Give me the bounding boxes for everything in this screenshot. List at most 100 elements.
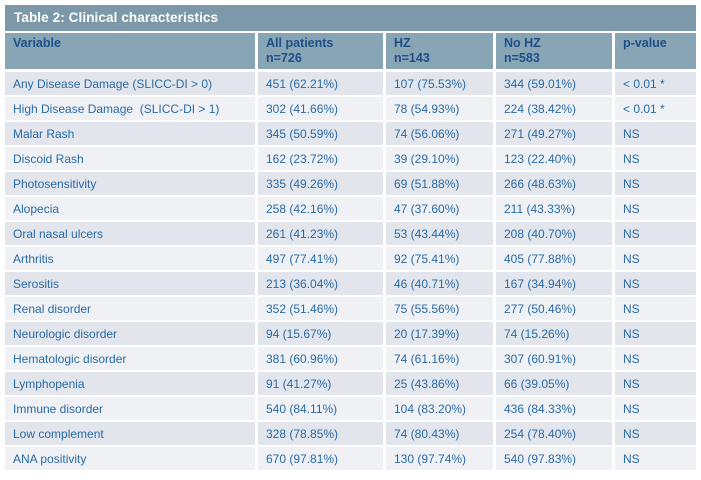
table-body: Any Disease Damage (SLICC-DI > 0) 451 (6… xyxy=(5,72,696,470)
cell-no-hz: 74 (15.26%) xyxy=(496,322,612,345)
cell-variable: High Disease Damage (SLICC-DI > 1) xyxy=(5,97,255,120)
cell-all-patients: 94 (15.67%) xyxy=(258,322,383,345)
cell-all-patients: 670 (97.81%) xyxy=(258,447,383,470)
cell-no-hz: 277 (50.46%) xyxy=(496,297,612,320)
cell-variable: ANA positivity xyxy=(5,447,255,470)
cell-no-hz: 405 (77.88%) xyxy=(496,247,612,270)
column-label: Variable xyxy=(13,36,61,50)
cell-all-patients: 451 (62.21%) xyxy=(258,72,383,95)
cell-variable: Immune disorder xyxy=(5,397,255,420)
table-row: Low complement 328 (78.85%) 74 (80.43%) … xyxy=(5,422,696,445)
cell-hz: 92 (75.41%) xyxy=(386,247,493,270)
column-header-p-value: p-value xyxy=(615,33,696,69)
cell-no-hz: 167 (34.94%) xyxy=(496,272,612,295)
cell-hz: 46 (40.71%) xyxy=(386,272,493,295)
cell-variable: Low complement xyxy=(5,422,255,445)
cell-hz: 74 (80.43%) xyxy=(386,422,493,445)
cell-all-patients: 540 (84.11%) xyxy=(258,397,383,420)
cell-p-value: NS xyxy=(615,172,696,195)
table-row: Renal disorder 352 (51.46%) 75 (55.56%) … xyxy=(5,297,696,320)
table-row: Serositis 213 (36.04%) 46 (40.71%) 167 (… xyxy=(5,272,696,295)
cell-no-hz: 254 (78.40%) xyxy=(496,422,612,445)
cell-p-value: NS xyxy=(615,222,696,245)
table-title: Table 2: Clinical characteristics xyxy=(14,10,219,25)
cell-hz: 25 (43.86%) xyxy=(386,372,493,395)
cell-hz: 53 (43.44%) xyxy=(386,222,493,245)
cell-p-value: < 0.01 * xyxy=(615,97,696,120)
table-row: Neurologic disorder 94 (15.67%) 20 (17.3… xyxy=(5,322,696,345)
column-header-variable: Variable xyxy=(5,33,255,69)
table-row: Lymphopenia 91 (41.27%) 25 (43.86%) 66 (… xyxy=(5,372,696,395)
cell-hz: 74 (61.16%) xyxy=(386,347,493,370)
cell-no-hz: 211 (43.33%) xyxy=(496,197,612,220)
cell-p-value: NS xyxy=(615,347,696,370)
cell-variable: Lymphopenia xyxy=(5,372,255,395)
table-row: Oral nasal ulcers 261 (41.23%) 53 (43.44… xyxy=(5,222,696,245)
cell-variable: Alopecia xyxy=(5,197,255,220)
table-row: Malar Rash 345 (50.59%) 74 (56.06%) 271 … xyxy=(5,122,696,145)
column-header-all-patients: All patients n=726 xyxy=(258,33,383,69)
cell-hz: 75 (55.56%) xyxy=(386,297,493,320)
cell-p-value: NS xyxy=(615,272,696,295)
cell-all-patients: 302 (41.66%) xyxy=(258,97,383,120)
table-row: High Disease Damage (SLICC-DI > 1) 302 (… xyxy=(5,97,696,120)
cell-variable: Neurologic disorder xyxy=(5,322,255,345)
table-row: Alopecia 258 (42.16%) 47 (37.60%) 211 (4… xyxy=(5,197,696,220)
cell-no-hz: 208 (40.70%) xyxy=(496,222,612,245)
cell-hz: 39 (29.10%) xyxy=(386,147,493,170)
cell-all-patients: 328 (78.85%) xyxy=(258,422,383,445)
table-title-bar: Table 2: Clinical characteristics xyxy=(5,5,696,31)
cell-no-hz: 271 (49.27%) xyxy=(496,122,612,145)
table-page: Table 2: Clinical characteristics Variab… xyxy=(5,5,696,470)
table-row: Arthritis 497 (77.41%) 92 (75.41%) 405 (… xyxy=(5,247,696,270)
cell-p-value: NS xyxy=(615,397,696,420)
table-row: Photosensitivity 335 (49.26%) 69 (51.88%… xyxy=(5,172,696,195)
column-header-hz: HZ n=143 xyxy=(386,33,493,69)
column-label: All patients xyxy=(266,36,334,50)
cell-no-hz: 123 (22.40%) xyxy=(496,147,612,170)
cell-p-value: NS xyxy=(615,247,696,270)
table-row: Immune disorder 540 (84.11%) 104 (83.20%… xyxy=(5,397,696,420)
column-sublabel: n=726 xyxy=(266,51,302,65)
cell-variable: Malar Rash xyxy=(5,122,255,145)
cell-all-patients: 352 (51.46%) xyxy=(258,297,383,320)
cell-variable: Oral nasal ulcers xyxy=(5,222,255,245)
cell-variable: Discoid Rash xyxy=(5,147,255,170)
cell-p-value: NS xyxy=(615,372,696,395)
cell-p-value: NS xyxy=(615,147,696,170)
cell-no-hz: 224 (38.42%) xyxy=(496,97,612,120)
table-row: Hematologic disorder 381 (60.96%) 74 (61… xyxy=(5,347,696,370)
column-label: HZ xyxy=(394,36,411,50)
cell-all-patients: 213 (36.04%) xyxy=(258,272,383,295)
cell-variable: Serositis xyxy=(5,272,255,295)
cell-all-patients: 91 (41.27%) xyxy=(258,372,383,395)
table-row: ANA positivity 670 (97.81%) 130 (97.74%)… xyxy=(5,447,696,470)
cell-hz: 78 (54.93%) xyxy=(386,97,493,120)
cell-no-hz: 540 (97.83%) xyxy=(496,447,612,470)
cell-all-patients: 497 (77.41%) xyxy=(258,247,383,270)
table-row: Any Disease Damage (SLICC-DI > 0) 451 (6… xyxy=(5,72,696,95)
column-header-no-hz: No HZ n=583 xyxy=(496,33,612,69)
cell-no-hz: 66 (39.05%) xyxy=(496,372,612,395)
column-label: p-value xyxy=(623,36,667,50)
cell-p-value: NS xyxy=(615,422,696,445)
cell-all-patients: 381 (60.96%) xyxy=(258,347,383,370)
cell-p-value: NS xyxy=(615,297,696,320)
cell-hz: 130 (97.74%) xyxy=(386,447,493,470)
cell-no-hz: 436 (84.33%) xyxy=(496,397,612,420)
cell-no-hz: 266 (48.63%) xyxy=(496,172,612,195)
column-label: No HZ xyxy=(504,36,541,50)
cell-variable: Photosensitivity xyxy=(5,172,255,195)
cell-all-patients: 261 (41.23%) xyxy=(258,222,383,245)
cell-hz: 20 (17.39%) xyxy=(386,322,493,345)
cell-p-value: < 0.01 * xyxy=(615,72,696,95)
cell-variable: Renal disorder xyxy=(5,297,255,320)
cell-p-value: NS xyxy=(615,447,696,470)
cell-all-patients: 162 (23.72%) xyxy=(258,147,383,170)
table-row: Discoid Rash 162 (23.72%) 39 (29.10%) 12… xyxy=(5,147,696,170)
cell-no-hz: 307 (60.91%) xyxy=(496,347,612,370)
column-sublabel: n=143 xyxy=(394,51,430,65)
cell-hz: 69 (51.88%) xyxy=(386,172,493,195)
cell-variable: Hematologic disorder xyxy=(5,347,255,370)
table-header-row: Variable All patients n=726 HZ n=143 No HZ… xyxy=(5,33,696,69)
